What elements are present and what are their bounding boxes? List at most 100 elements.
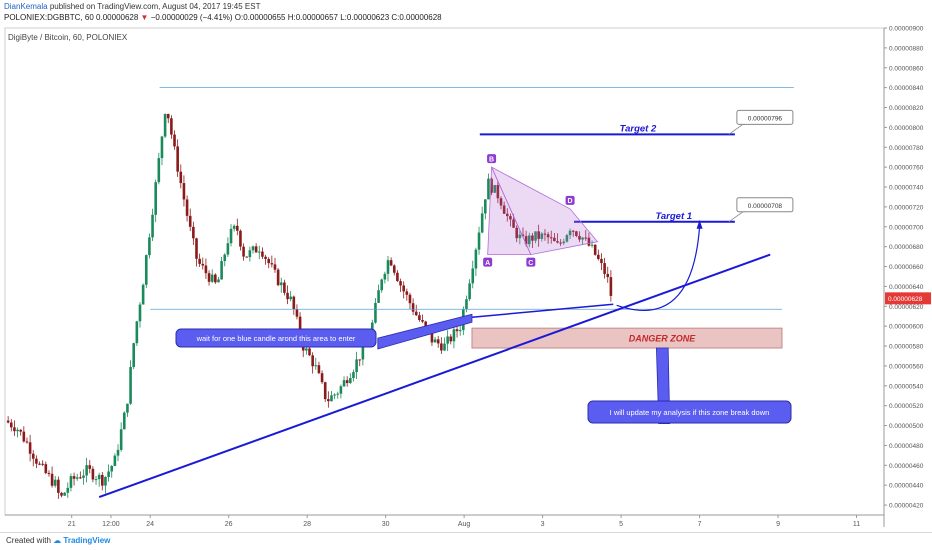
candle-body — [499, 198, 503, 206]
down-arrow-icon: ▼ — [140, 13, 149, 22]
price-change: −0.00000029 (−4.41%) — [150, 13, 233, 22]
candle-body — [154, 182, 157, 215]
candle-body — [556, 241, 559, 243]
candle-body — [433, 339, 437, 343]
candle-body — [107, 471, 110, 477]
x-tick-label: 11 — [853, 521, 860, 528]
author-link[interactable]: DianKemala — [4, 2, 48, 11]
x-tick-label: 30 — [382, 521, 390, 528]
candle-body — [298, 316, 302, 337]
y-tick-label: 0.00000480 — [889, 443, 924, 450]
candle-body — [110, 466, 114, 472]
danger-zone-box — [471, 327, 783, 349]
candle-body — [267, 258, 270, 264]
candle-body — [31, 453, 35, 459]
inner-support-line — [471, 303, 614, 318]
candle-body — [549, 237, 553, 239]
candle-body — [600, 258, 603, 264]
candle-body — [210, 274, 214, 282]
candle-body — [524, 236, 528, 245]
tradingview-brand[interactable]: TradingView — [63, 536, 111, 545]
candle-body — [505, 213, 509, 217]
candle-body — [484, 199, 487, 214]
candle-body — [374, 302, 377, 323]
candle-body — [559, 242, 562, 244]
candle-body — [170, 118, 173, 135]
x-tick-label: 7 — [698, 521, 702, 528]
y-tick-label: 0.00000520 — [889, 403, 924, 410]
candle-body — [333, 394, 336, 396]
candle-body — [396, 272, 399, 282]
candle-body — [377, 290, 380, 303]
publish-info: published on TradingView.com, August 04,… — [49, 2, 261, 11]
candle-body — [264, 256, 267, 259]
chart-title: DigiByte / Bitcoin, 60, POLONIEX — [8, 33, 128, 42]
candle-body — [69, 476, 73, 488]
y-tick-label: 0.00000700 — [889, 224, 924, 231]
created-with-label: Created with — [6, 536, 51, 545]
candle-body — [411, 303, 415, 312]
candle-body — [380, 279, 384, 291]
y-tick-label: 0.00000780 — [889, 145, 924, 152]
candle-body — [116, 449, 120, 456]
candle-body — [192, 226, 195, 239]
candle-body — [160, 136, 164, 159]
y-tick-label: 0.00000800 — [889, 125, 924, 132]
target-2-label: Target 2 — [620, 123, 657, 134]
candle-body — [430, 331, 434, 343]
candle-body — [468, 283, 471, 300]
x-tick-label: 26 — [225, 521, 233, 528]
candle-body — [204, 265, 208, 274]
y-tick-label: 0.00000440 — [889, 483, 924, 490]
candle-body — [41, 463, 44, 465]
candle-body — [361, 343, 365, 360]
y-tick-label: 0.00000460 — [889, 463, 924, 470]
wait-callout-text: wait for one blue candle arond this area… — [196, 334, 356, 343]
candle-body — [606, 273, 610, 278]
y-tick-label: 0.00000720 — [889, 204, 924, 211]
candle-body — [490, 178, 493, 193]
target-1-value-label: 0.00000708 — [748, 203, 783, 210]
candles-group — [6, 113, 613, 499]
candle-body — [163, 113, 167, 137]
candle-body — [104, 476, 107, 486]
candle-body — [22, 431, 26, 442]
candle-body — [477, 232, 481, 250]
candle-body — [91, 468, 95, 480]
update-callout-text: I will update my analysis if this zone b… — [610, 408, 770, 417]
candle-body — [562, 241, 566, 244]
candle-body — [418, 315, 421, 320]
candle-body — [101, 474, 104, 486]
candle-body — [568, 230, 572, 236]
target-2-callout-leader — [728, 123, 745, 135]
target-1-label: Target 1 — [655, 211, 692, 222]
candle-body — [389, 260, 393, 266]
candle-body — [82, 475, 85, 478]
y-tick-label: 0.00000840 — [889, 85, 924, 92]
candle-body — [88, 465, 92, 469]
candle-body — [195, 238, 198, 259]
x-tick-label: 3 — [541, 521, 545, 528]
x-tick-label: 21 — [68, 521, 76, 528]
x-tick-label: Aug — [458, 521, 471, 528]
candle-body — [242, 246, 245, 257]
candle-body — [546, 234, 550, 238]
candle-body — [251, 246, 255, 251]
candle-body — [578, 235, 581, 240]
candle-body — [531, 235, 534, 241]
y-tick-label: 0.00000760 — [889, 165, 924, 172]
y-tick-label: 0.00000660 — [889, 264, 924, 271]
candle-body — [295, 309, 299, 317]
candle-body — [60, 492, 63, 496]
candle-body — [289, 296, 292, 300]
target-2-value-box — [736, 109, 794, 125]
candle-body — [132, 343, 136, 367]
y-tick-label: 0.00000640 — [889, 284, 924, 291]
candle-body — [603, 263, 606, 274]
candle-body — [386, 260, 390, 274]
candle-body — [220, 261, 223, 280]
pattern-point-d-label: D — [568, 198, 573, 205]
y-tick-label: 0.00000740 — [889, 185, 924, 192]
target-1-value-box — [736, 197, 794, 213]
